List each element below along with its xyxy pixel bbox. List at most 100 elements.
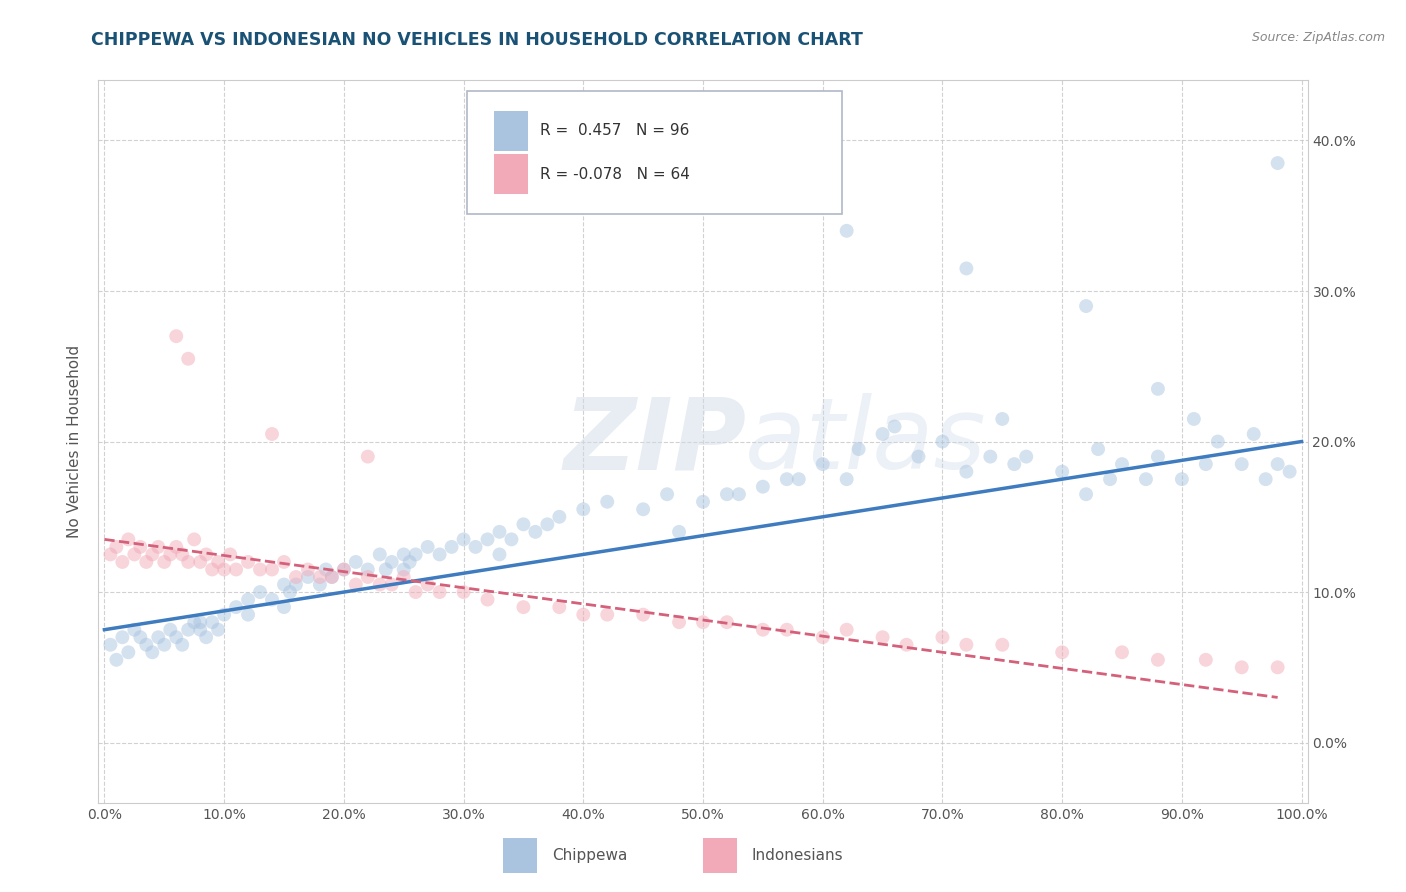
Point	[368, 548, 391, 562]
Point	[111, 555, 134, 569]
Point	[655, 487, 678, 501]
Point	[453, 533, 475, 547]
Point	[1278, 465, 1301, 479]
Point	[100, 548, 122, 562]
Point	[716, 615, 738, 630]
Text: R = -0.078   N = 64: R = -0.078 N = 64	[540, 167, 689, 182]
Point	[105, 653, 128, 667]
Point	[1050, 645, 1073, 659]
Point	[309, 577, 332, 591]
Point	[572, 502, 595, 516]
Point	[249, 562, 271, 576]
Point	[207, 555, 229, 569]
Point	[141, 645, 163, 659]
Point	[501, 533, 523, 547]
Point	[464, 540, 486, 554]
Point	[188, 615, 211, 630]
Point	[392, 570, 415, 584]
Point	[955, 638, 977, 652]
Point	[811, 457, 834, 471]
Point	[1147, 382, 1170, 396]
Point	[907, 450, 929, 464]
Text: atlas: atlas	[745, 393, 987, 490]
Point	[236, 592, 259, 607]
Point	[117, 645, 139, 659]
Point	[1243, 427, 1265, 442]
Point	[183, 615, 205, 630]
Point	[405, 585, 427, 599]
Point	[236, 555, 259, 569]
Point	[955, 465, 977, 479]
Point	[177, 623, 200, 637]
Point	[212, 607, 235, 622]
Point	[1099, 472, 1122, 486]
Point	[284, 577, 307, 591]
Point	[100, 638, 122, 652]
Point	[159, 623, 181, 637]
Point	[1111, 457, 1133, 471]
Point	[1182, 412, 1205, 426]
Point	[212, 562, 235, 576]
Point	[273, 600, 295, 615]
Point	[1254, 472, 1277, 486]
Point	[309, 570, 332, 584]
Point	[357, 562, 380, 576]
Point	[188, 623, 211, 637]
Point	[392, 562, 415, 576]
Point	[631, 607, 654, 622]
Point	[105, 540, 128, 554]
Point	[260, 427, 283, 442]
Point	[165, 540, 187, 554]
Point	[692, 615, 714, 630]
Point	[548, 509, 571, 524]
Point	[381, 555, 404, 569]
Point	[225, 562, 247, 576]
Point	[148, 630, 170, 644]
Point	[124, 548, 146, 562]
Point	[1230, 660, 1253, 674]
FancyBboxPatch shape	[494, 111, 527, 151]
Point	[536, 517, 558, 532]
Point	[165, 630, 187, 644]
Point	[716, 487, 738, 501]
Point	[172, 638, 194, 652]
Point	[477, 592, 499, 607]
Point	[344, 555, 367, 569]
Point	[153, 555, 176, 569]
Point	[811, 630, 834, 644]
Point	[297, 562, 319, 576]
Point	[219, 548, 242, 562]
Point	[124, 623, 146, 637]
Point	[172, 548, 194, 562]
Point	[357, 450, 380, 464]
Point	[1087, 442, 1109, 456]
Text: Chippewa: Chippewa	[551, 848, 627, 863]
Point	[111, 630, 134, 644]
Point	[135, 638, 157, 652]
Point	[752, 623, 775, 637]
Point	[524, 524, 547, 539]
Point	[381, 577, 404, 591]
Point	[297, 570, 319, 584]
Point	[1206, 434, 1229, 449]
Point	[273, 577, 295, 591]
Point	[278, 585, 301, 599]
Point	[1015, 450, 1038, 464]
Point	[135, 555, 157, 569]
Point	[1135, 472, 1157, 486]
FancyBboxPatch shape	[503, 838, 537, 873]
Point	[153, 638, 176, 652]
Point	[991, 412, 1014, 426]
Point	[872, 427, 894, 442]
Point	[177, 555, 200, 569]
Point	[321, 570, 343, 584]
Point	[1147, 450, 1170, 464]
Point	[333, 562, 356, 576]
Point	[177, 351, 200, 366]
Point	[931, 434, 953, 449]
Point	[344, 577, 367, 591]
Point	[333, 562, 356, 576]
Point	[1147, 653, 1170, 667]
Point	[201, 562, 224, 576]
Point	[477, 533, 499, 547]
